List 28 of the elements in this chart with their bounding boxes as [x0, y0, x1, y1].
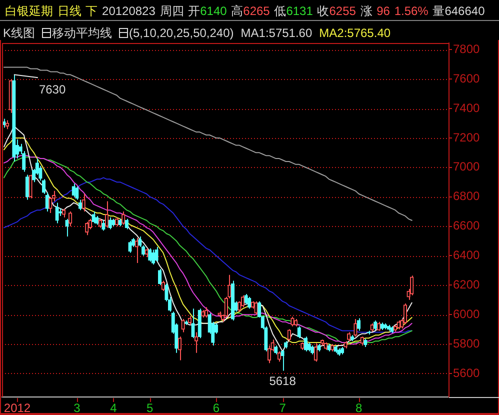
- annotation: 7630: [38, 82, 66, 97]
- text: MA1:5751.60: [240, 26, 312, 40]
- y-tick-label: 7000: [453, 160, 480, 174]
- x-tick-label: 8: [355, 401, 362, 415]
- y-tick-label: 5800: [453, 336, 480, 350]
- x-tick-label: 6: [212, 401, 220, 415]
- x-tick-label: 7: [279, 401, 286, 415]
- y-tick-label: 7400: [453, 100, 480, 115]
- y-tick-label: 6800: [453, 189, 480, 204]
- text: 移动平均线: [52, 26, 112, 40]
- y-tick-label: 6600: [453, 218, 480, 233]
- y-tick-label: 6200: [453, 277, 480, 292]
- x-tick-label: 4: [110, 401, 118, 415]
- x-tick-label: 3: [74, 401, 81, 415]
- y-tick-label: 7800: [453, 42, 480, 56]
- annotation: 5618: [269, 374, 296, 388]
- text: (5,10,20,25,50,240): [129, 26, 234, 40]
- x-tick-label: 5: [146, 401, 154, 415]
- y-tick-label: 5600: [453, 366, 480, 380]
- y-tick-label: 7600: [453, 71, 480, 86]
- text: 20120823 周四 开6140 高6265 低6131 收6255 涨 96 1.56% 量646640: [102, 4, 485, 18]
- y-tick-label: 6400: [453, 248, 480, 262]
- chart-title: 白银延期 日线 下: [5, 4, 98, 18]
- x-tick-label: 2012: [4, 401, 31, 415]
- y-tick-label: 7200: [453, 130, 480, 144]
- text: MA2:5765.40: [319, 26, 391, 40]
- y-tick-label: 6000: [453, 306, 480, 321]
- text: K线图: [3, 26, 36, 40]
